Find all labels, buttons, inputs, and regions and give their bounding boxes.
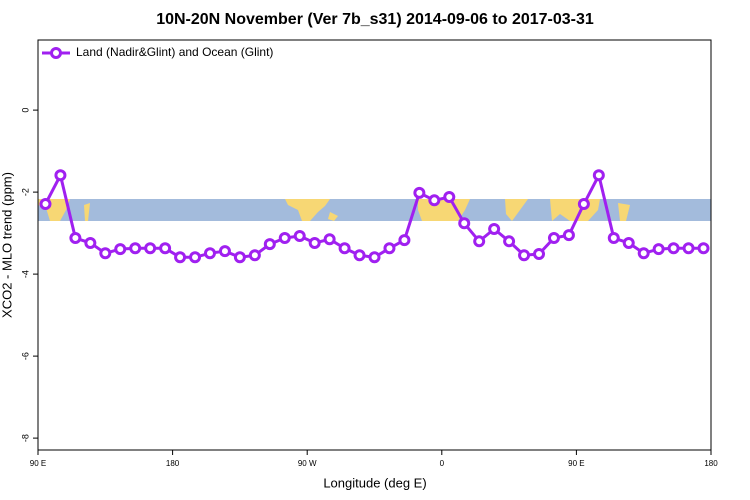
data-point: [473, 235, 486, 248]
map-strip: [38, 199, 711, 221]
data-point: [263, 238, 276, 251]
data-point: [637, 247, 650, 260]
data-point: [682, 242, 695, 255]
chart-title: 10N-20N November (Ver 7b_s31) 2014-09-06…: [156, 11, 594, 28]
data-point: [39, 198, 52, 210]
data-point: [697, 242, 710, 255]
data-point: [652, 243, 665, 256]
y-tick-label: -6: [20, 352, 30, 360]
data-point: [54, 169, 67, 182]
x-tick-label: 180: [704, 459, 718, 468]
legend: Land (Nadir&Glint) and Ocean (Glint): [42, 45, 273, 59]
y-tick-label: 0: [20, 108, 30, 113]
data-point: [278, 232, 291, 245]
data-point: [533, 248, 546, 261]
data-point: [323, 233, 336, 246]
data-point: [174, 251, 187, 264]
data-point: [503, 235, 516, 248]
data-point: [398, 234, 411, 247]
data-point: [248, 249, 261, 262]
data-point: [189, 251, 202, 264]
x-tick-label: 90 E: [568, 459, 584, 468]
data-point: [203, 247, 216, 260]
data-point: [114, 243, 127, 256]
data-point: [353, 249, 366, 262]
data-point: [144, 242, 157, 255]
data-point: [518, 249, 531, 262]
data-point: [293, 229, 306, 242]
legend-label: Land (Nadir&Glint) and Ocean (Glint): [76, 45, 273, 59]
x-tick-label: 90 E: [30, 459, 46, 468]
data-point: [607, 232, 620, 245]
data-point: [577, 198, 590, 210]
data-point: [562, 229, 575, 242]
data-point: [308, 236, 321, 249]
plot-frame: [37, 39, 712, 451]
x-axis-label: Longitude (deg E): [323, 475, 426, 490]
data-point: [99, 247, 112, 260]
data-point: [667, 242, 680, 255]
x-tick-label: 0: [440, 459, 445, 468]
data-point: [84, 236, 97, 249]
data-point: [129, 242, 142, 255]
data-point: [458, 217, 471, 230]
data-point: [592, 169, 605, 182]
data-point: [547, 232, 560, 245]
data-point: [413, 186, 426, 199]
data-point: [488, 223, 501, 236]
y-tick-label: -2: [20, 188, 30, 196]
data-point: [428, 194, 441, 207]
data-point: [218, 245, 231, 258]
data-point: [159, 242, 172, 255]
data-point: [383, 242, 396, 255]
y-tick-label: -4: [20, 270, 30, 278]
data-point: [622, 236, 635, 249]
y-axis-label: XCO2 - MLO trend (ppm): [0, 172, 14, 318]
y-tick-label: -8: [20, 434, 30, 442]
data-point: [368, 251, 381, 264]
legend-marker: [50, 47, 62, 59]
x-tick-label: 180: [166, 459, 180, 468]
data-point: [338, 242, 351, 255]
data-point: [69, 232, 82, 245]
data-point: [233, 251, 246, 264]
x-tick-label: 90 W: [298, 459, 317, 468]
data-point: [443, 191, 456, 204]
